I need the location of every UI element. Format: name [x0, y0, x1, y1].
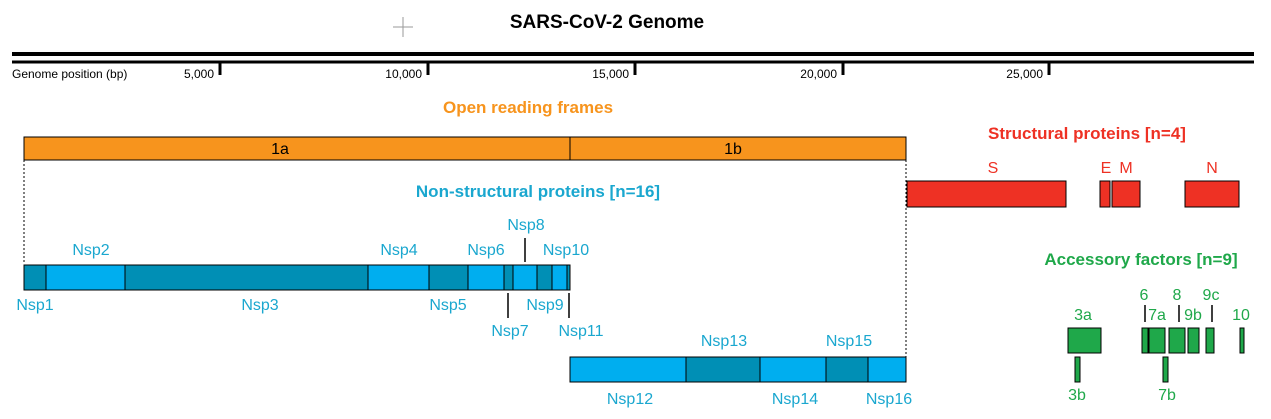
nsp5-label: Nsp5: [429, 297, 466, 314]
nsp2-label: Nsp2: [72, 242, 109, 259]
accessory-10-label: 10: [1232, 307, 1250, 324]
nsp4-bar: [367, 264, 430, 291]
axis-tick-label: 10,000: [385, 67, 422, 81]
accessory-3a-bar: [1067, 327, 1102, 354]
orf-1a-label: 1a: [271, 141, 289, 158]
nsp14-label: Nsp14: [772, 391, 818, 408]
nsp7-label: Nsp7: [491, 323, 528, 340]
accessory-3b-bar: [1074, 356, 1081, 383]
nsp11-label: Nsp11: [558, 323, 603, 340]
nsp10-label: Nsp10: [543, 242, 589, 259]
axis-tick-label: 25,000: [1006, 67, 1043, 81]
nsp1-label: Nsp1: [16, 297, 53, 314]
nsp8-label: Nsp8: [507, 217, 544, 234]
nsp5-bar: [428, 264, 469, 291]
nsp10-bar: [551, 264, 568, 291]
nsp2-bar: [45, 264, 126, 291]
nsp16-bar: [867, 356, 907, 383]
structural-n-label: N: [1206, 160, 1218, 177]
nsp-heading: Non-structural proteins [n=16]: [416, 182, 660, 201]
nsp9-bar: [536, 264, 553, 291]
nsp6-bar: [467, 264, 505, 291]
axis-tick-label: 15,000: [592, 67, 629, 81]
accessory-6-bar: [1141, 327, 1149, 354]
structural-e-label: E: [1101, 160, 1112, 177]
accessory-heading: Accessory factors [n=9]: [1044, 250, 1237, 269]
accessory-7a-bar: [1148, 327, 1166, 354]
axis-tick-label: 5,000: [184, 67, 214, 81]
nsp3-bar: [124, 264, 369, 291]
nsp12-label: Nsp12: [607, 391, 653, 408]
nsp6-label: Nsp6: [467, 242, 504, 259]
structural-m-label: M: [1119, 160, 1132, 177]
nsp13-bar: [685, 356, 761, 383]
accessory-9c-bar: [1205, 327, 1215, 354]
accessory-8-bar: [1168, 327, 1186, 354]
nsp4-label: Nsp4: [380, 242, 417, 259]
axis-label: Genome position (bp): [12, 67, 127, 81]
orf-1b-bar: [569, 136, 907, 161]
accessory-9b-bar: [1187, 327, 1200, 354]
structural-heading: Structural proteins [n=4]: [988, 124, 1186, 143]
axis-ticks: [218, 62, 1051, 75]
orf-1a-bar: [23, 136, 571, 161]
accessory-8-label: 8: [1173, 287, 1182, 304]
accessory-10-bar: [1239, 327, 1245, 354]
structural-s-label: S: [988, 160, 999, 177]
nsp12-bar: [569, 356, 687, 383]
nsp7-bar: [503, 264, 514, 291]
accessory-6-label: 6: [1140, 287, 1149, 304]
accessory-7b-label: 7b: [1158, 387, 1176, 404]
nsp15-bar: [825, 356, 869, 383]
structural-n-bar: [1184, 180, 1240, 208]
nsp11-bar: [566, 264, 571, 291]
diagram-title: SARS-CoV-2 Genome: [510, 12, 704, 33]
structural-e-bar: [1099, 180, 1111, 208]
axis-tick-label: 20,000: [800, 67, 837, 81]
orf-1b-label: 1b: [724, 141, 742, 158]
nsp9-label: Nsp9: [526, 297, 563, 314]
nsp16-label: Nsp16: [866, 391, 912, 408]
accessory-7a-label: 7a: [1148, 307, 1166, 324]
nsp14-bar: [759, 356, 827, 383]
accessory-3a-label: 3a: [1074, 307, 1092, 324]
crosshair-icon: [393, 17, 413, 37]
accessory-3b-label: 3b: [1068, 387, 1086, 404]
nsp15-label: Nsp15: [826, 333, 872, 350]
accessory-7b-bar: [1162, 356, 1169, 383]
nsp8-bar: [512, 264, 538, 291]
nsp3-label: Nsp3: [241, 297, 278, 314]
accessory-9c-label: 9c: [1203, 287, 1220, 304]
structural-m-bar: [1111, 180, 1141, 208]
nsp1-bar: [23, 264, 47, 291]
nsp13-label: Nsp13: [701, 333, 747, 350]
structural-s-bar: [906, 180, 1067, 208]
accessory-9b-label: 9b: [1184, 307, 1202, 324]
orf-heading: Open reading frames: [443, 98, 613, 117]
